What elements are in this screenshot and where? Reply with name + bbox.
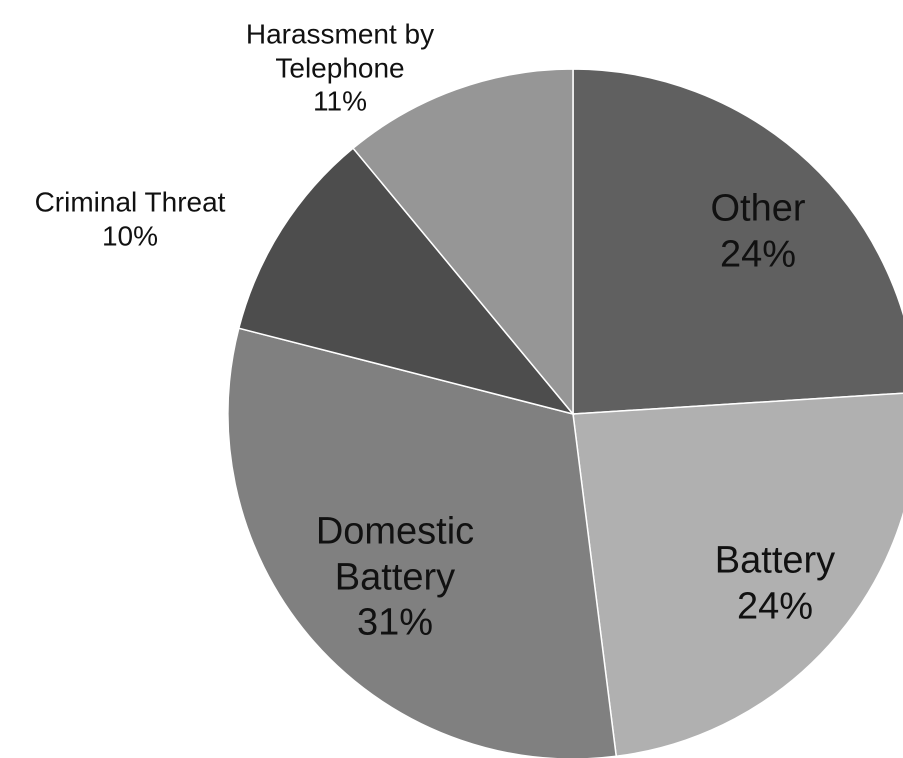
category-label: Harassment by Telephone	[245, 18, 435, 84]
value-label: 11%	[313, 85, 367, 117]
pie-slice	[572, 392, 903, 758]
category-label: Domestic Battery	[315, 510, 475, 599]
value-label: 24%	[736, 585, 814, 627]
category-label: Battery	[714, 539, 836, 582]
slice-label: Battery 24%	[665, 538, 885, 629]
pie-slice	[237, 147, 576, 416]
category-label: Criminal Threat	[34, 186, 226, 218]
value-label: 10%	[101, 220, 159, 251]
value-label: 24%	[719, 233, 797, 275]
slice-label: Criminal Threat 10%	[0, 185, 260, 252]
category-label: Other	[710, 187, 806, 230]
slice-label: Other 24%	[648, 186, 868, 277]
slice-label: Harassment by Telephone 11%	[210, 18, 470, 119]
pie-slice	[352, 68, 574, 417]
pie-slice	[227, 327, 618, 758]
value-label: 31%	[356, 601, 434, 644]
pie-slice	[572, 68, 903, 415]
slice-label: Domestic Battery 31%	[285, 510, 505, 647]
